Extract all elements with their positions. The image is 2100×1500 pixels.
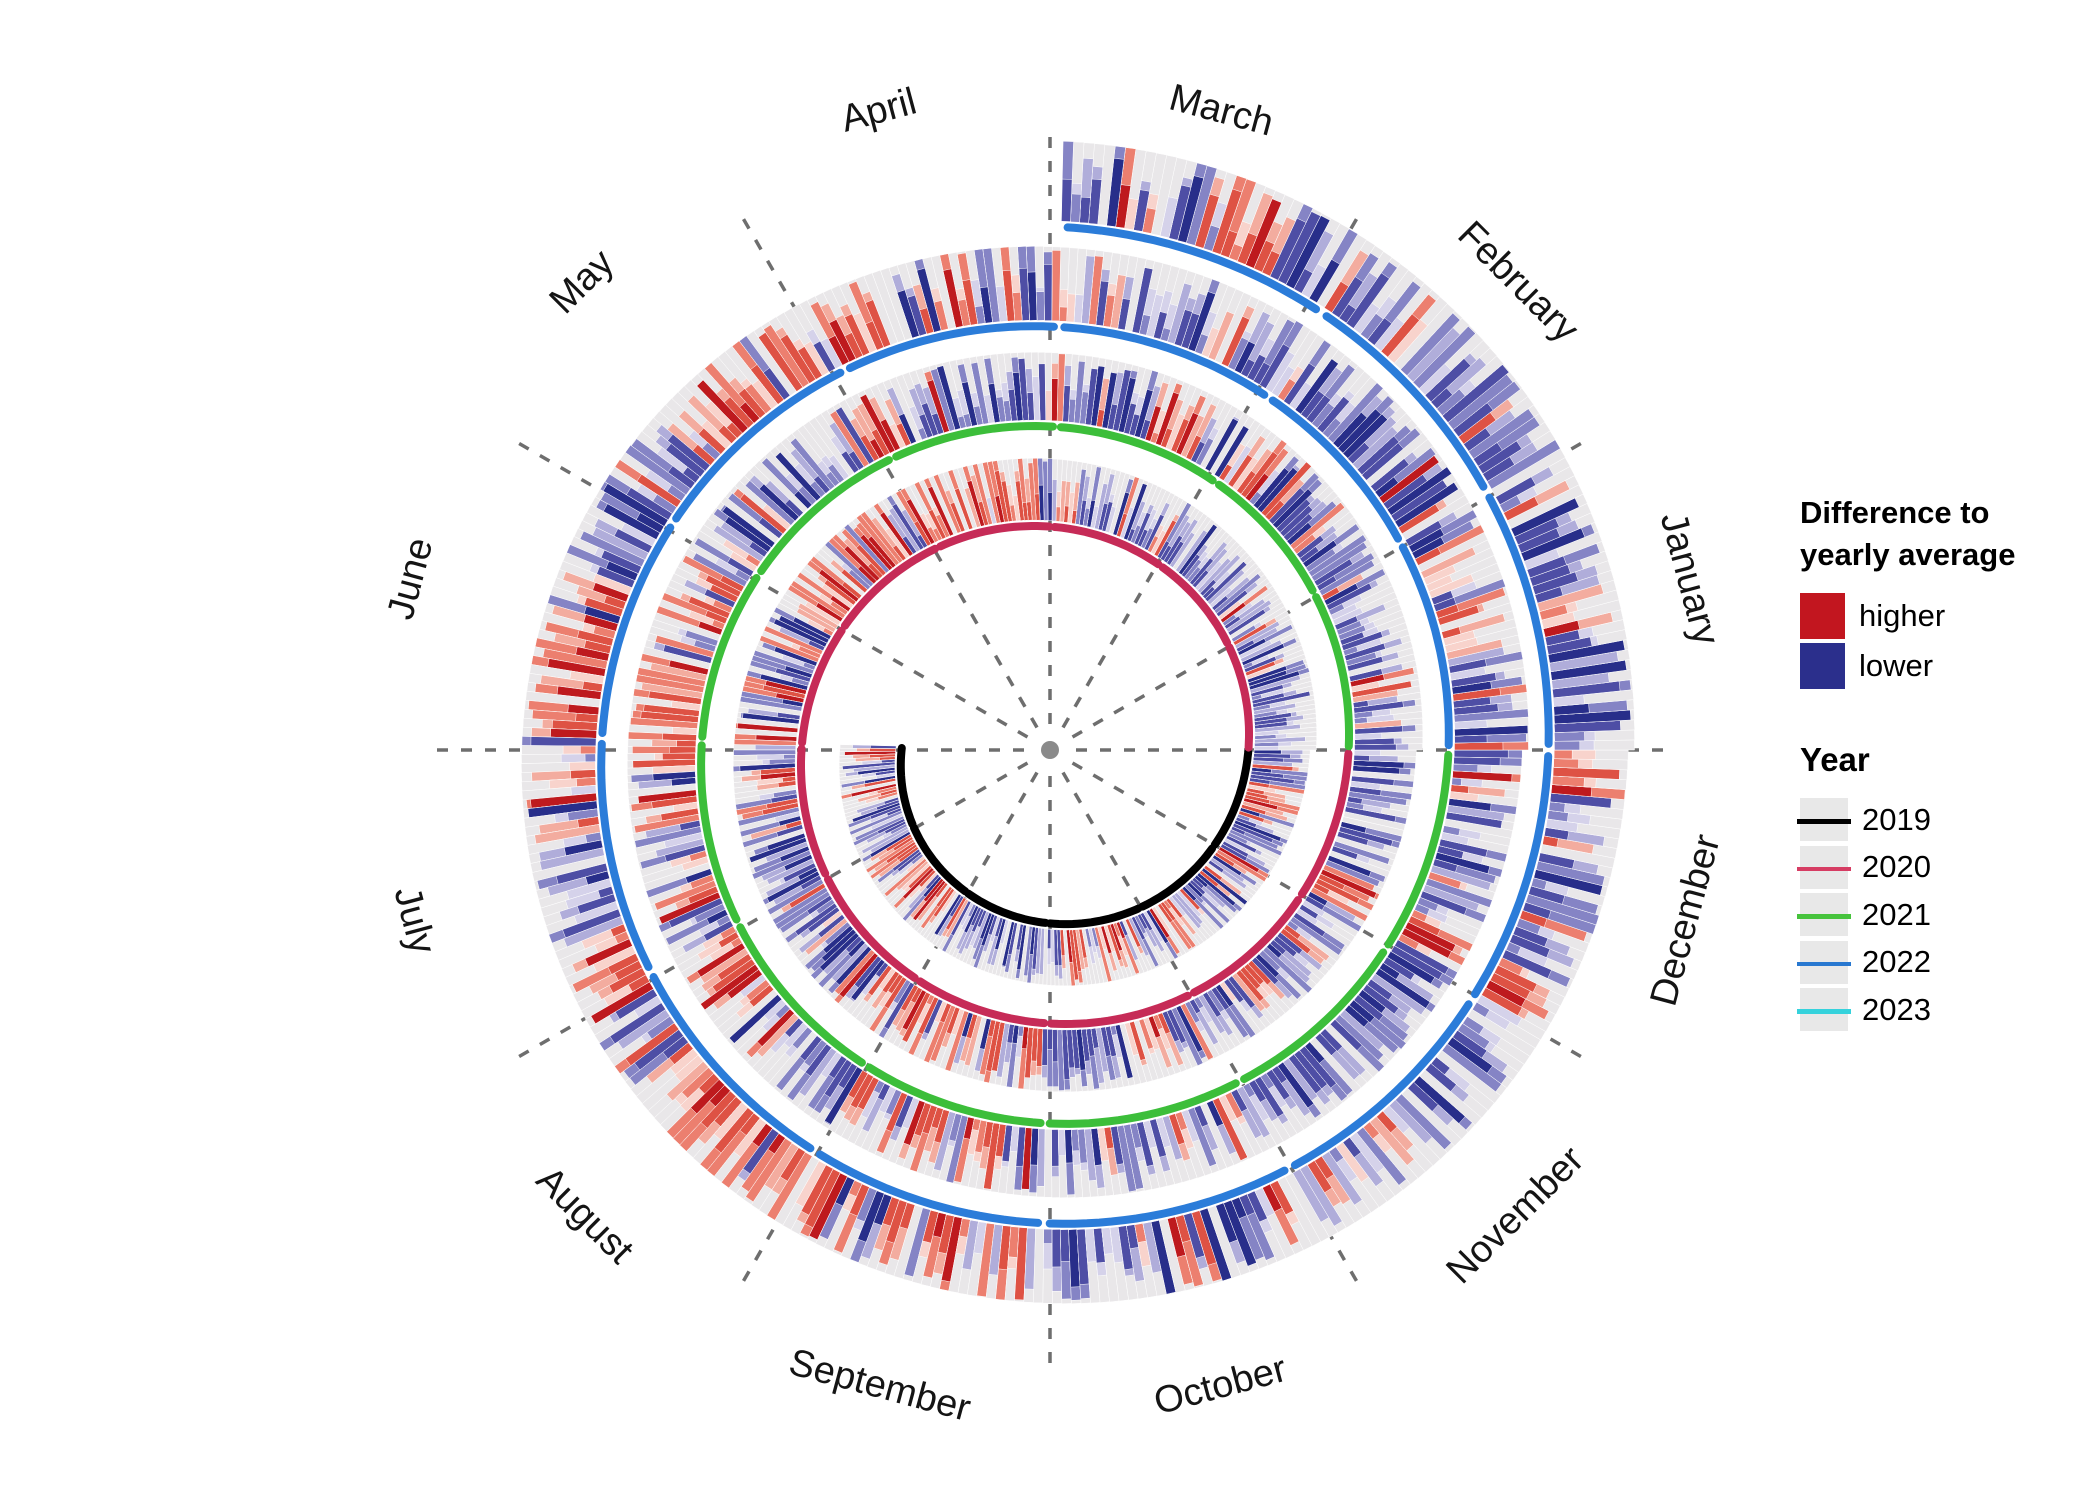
month-label-november: November — [1438, 1138, 1592, 1292]
month-boundary-gridline — [510, 437, 1029, 739]
year-line-icon — [1797, 1009, 1851, 1014]
day-bar — [1253, 749, 1282, 755]
year-key-swatch — [1797, 845, 1851, 889]
day-bar — [1453, 749, 1509, 759]
day-bar — [669, 746, 696, 754]
legend-difference-title: Difference to yearly average — [1800, 495, 2016, 572]
legend-item-label: lower — [1859, 648, 1934, 683]
day-bar — [676, 740, 697, 748]
legend-item-lower: lower — [1800, 643, 2100, 689]
day-bar — [1051, 1229, 1062, 1268]
day-bar — [1553, 758, 1579, 769]
day-bar — [1066, 293, 1076, 323]
year-key-swatch — [1797, 940, 1851, 984]
year-key-swatch — [1797, 798, 1851, 841]
legend-item-higher: higher — [1800, 593, 2100, 639]
legend-year-items: 2019 2020 2021 2022 2023 — [1797, 798, 2100, 1031]
day-bar — [754, 744, 797, 751]
day-bar — [580, 745, 596, 755]
month-label-july: July — [385, 882, 443, 958]
legend-year-label: 2020 — [1862, 849, 1931, 884]
month-label-june: June — [380, 533, 442, 623]
day-bar — [1554, 740, 1581, 751]
day-bar — [1043, 264, 1053, 321]
day-bars — [521, 141, 1635, 1304]
legend-year-item-2022: 2022 — [1797, 940, 2100, 984]
day-bar — [1051, 479, 1058, 522]
legend-year-label: 2019 — [1862, 801, 1931, 837]
year-key-swatch — [1797, 893, 1851, 936]
month-label-august: August — [528, 1159, 642, 1273]
month-label-may: May — [542, 242, 622, 322]
day-bar — [1058, 306, 1068, 322]
legend-year-label: 2022 — [1862, 944, 1931, 979]
year-key-swatch — [1797, 988, 1851, 1031]
month-boundary-gridline — [737, 210, 1039, 729]
lower-swatch — [1800, 643, 1845, 689]
legend: Difference to yearly average higher lower… — [1797, 492, 2100, 1031]
month-label-september: September — [784, 1341, 975, 1430]
day-bar — [1452, 763, 1479, 773]
month-label-october: October — [1150, 1348, 1292, 1424]
day-bar — [530, 736, 597, 747]
day-bar — [550, 728, 597, 739]
year-line-icon — [1797, 961, 1851, 966]
year-arc-2019 — [896, 744, 917, 829]
year-line-icon — [1797, 819, 1851, 824]
day-bar — [1045, 390, 1052, 421]
month-label-december: December — [1643, 830, 1729, 1011]
legend-difference-items: higher lower — [1800, 593, 2100, 689]
day-bar — [1057, 1129, 1066, 1157]
day-bar — [1051, 378, 1059, 422]
day-bar — [1055, 506, 1061, 522]
day-bar — [870, 745, 897, 749]
day-bar — [1354, 749, 1381, 756]
day-bar — [1453, 756, 1501, 766]
month-label-april: April — [837, 80, 921, 140]
legend-year-label: 2023 — [1862, 991, 1931, 1027]
legend-year-label: 2021 — [1862, 896, 1931, 932]
day-bar — [1553, 749, 1573, 760]
day-bar — [584, 753, 596, 763]
legend-year-item-2021: 2021 — [1797, 893, 2100, 936]
legend-year-item-2020: 2020 — [1797, 845, 2100, 889]
month-label-january: January — [1652, 508, 1728, 649]
day-bar — [1036, 1128, 1046, 1187]
legend-year-item-2023: 2023 — [1797, 988, 2100, 1031]
day-bar — [1047, 928, 1052, 949]
day-bar — [1353, 754, 1370, 762]
year-line-icon — [1797, 866, 1851, 871]
day-bar — [1051, 250, 1061, 322]
day-bar — [1047, 492, 1053, 521]
day-bar — [1454, 734, 1488, 744]
day-bar — [662, 733, 697, 742]
day-bar — [569, 761, 596, 771]
day-bar — [1554, 731, 1585, 742]
day-bar — [1070, 193, 1082, 223]
higher-swatch — [1800, 593, 1845, 639]
day-bar — [1035, 291, 1045, 321]
day-bar — [1043, 1228, 1053, 1244]
legend-year-item-2019: 2019 — [1797, 798, 2100, 841]
day-bar — [1454, 741, 1504, 751]
day-bar — [1043, 1129, 1053, 1198]
day-bar — [783, 754, 796, 760]
day-bar — [662, 752, 696, 761]
year-line-icon — [1797, 914, 1851, 919]
day-bar — [1451, 777, 1462, 786]
day-bar — [575, 712, 599, 723]
month-label-march: March — [1165, 77, 1278, 145]
center-dot — [1041, 741, 1059, 759]
legend-year-title: Year — [1800, 741, 1870, 778]
day-bar — [1047, 1029, 1053, 1050]
day-bar — [1051, 1129, 1060, 1167]
day-bar — [1041, 1028, 1048, 1066]
day-bar — [1079, 196, 1091, 224]
legend-item-label: higher — [1859, 598, 1946, 633]
day-bar — [1061, 178, 1073, 222]
day-bar — [1060, 1229, 1071, 1262]
